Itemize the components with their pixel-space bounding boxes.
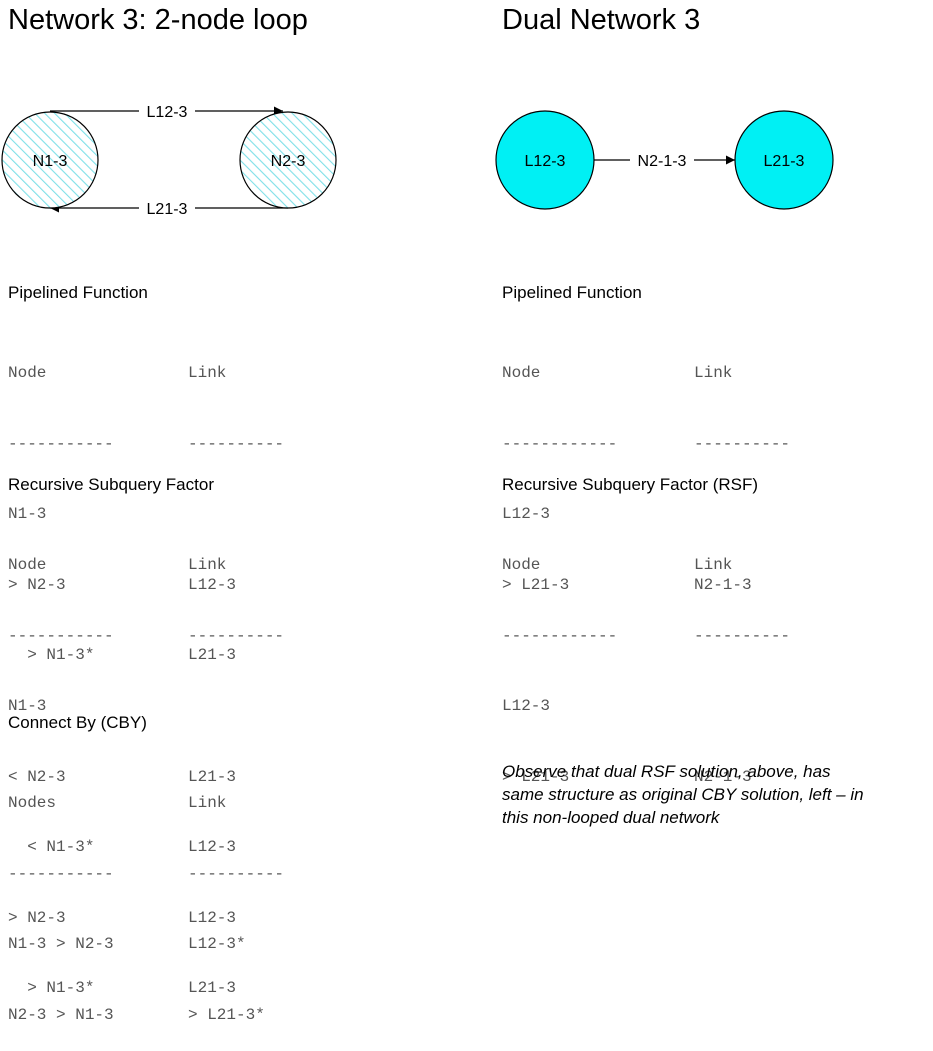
underline-link: ---------- [188, 864, 285, 883]
right-pipelined-table: Node Link ------------ ---------- L12-3 > … [502, 315, 790, 621]
cell-link: L12-3* [188, 935, 246, 953]
node-n1-label: N1-3 [33, 153, 68, 170]
cell-node: N1-3 [8, 505, 47, 523]
cell-link: N2-1-3 [694, 575, 752, 594]
table-row: > N2-3 L12-3 [8, 574, 284, 598]
right-rsf-heading: Recursive Subquery Factor (RSF) [502, 475, 759, 494]
underline-link: ---------- [694, 434, 791, 453]
cell-node: L12-3 [502, 505, 551, 523]
left-cby-table: Nodes Link ----------- ---------- N1-3 > N… [8, 745, 284, 1051]
table-row: L12-3 [502, 503, 790, 527]
cell-link: N2-1-3 [694, 767, 752, 786]
underline-node: ----------- [8, 864, 114, 883]
header-link: Link [188, 794, 227, 812]
table-row: < N2-3 L21-3 [8, 766, 284, 790]
link-n2-1-label-bg [630, 150, 694, 170]
link-l21-label: L21-3 [147, 201, 188, 218]
note-line: this non-looped dual network [502, 808, 720, 827]
node-n2-label: N2-3 [271, 153, 306, 170]
cell-node: < N2-3 [8, 767, 66, 786]
table-header-row: Node Link [502, 554, 790, 578]
table-row: N2-3 > N1-3 > L21-3* [8, 1004, 284, 1028]
header-node: Node [8, 556, 47, 574]
cell-link: L12-3 [188, 575, 237, 594]
cell-link: L21-3 [188, 767, 237, 786]
table-row: N1-3 [8, 503, 284, 527]
underline-node: ------------ [502, 626, 618, 645]
left-cby-heading: Connect By (CBY) [8, 713, 147, 732]
table-underline-row: ----------- ---------- [8, 863, 284, 887]
table-row: L12-3 [502, 695, 790, 719]
table-underline-row: ----------- ---------- [8, 433, 284, 457]
link-n2-1-label: N2-1-3 [638, 153, 687, 170]
cell-node: N1-3 > N2-3 [8, 935, 114, 953]
link-l12-label: L12-3 [147, 104, 188, 121]
header-node: Node [502, 556, 541, 574]
header-node: Nodes [8, 794, 57, 812]
underline-node: ----------- [8, 434, 114, 453]
underline-node: ----------- [8, 626, 114, 645]
dual-network: N2-1-3 L12-3 L21-3 [495, 110, 834, 210]
left-pipelined-table: Node Link ----------- ---------- N1-3 > N2… [8, 315, 284, 691]
right-pipelined-heading: Pipelined Function [502, 283, 642, 302]
node-l12-label: L12-3 [525, 153, 566, 170]
left-rsf-heading: Recursive Subquery Factor [8, 475, 214, 494]
table-row: N1-3 [8, 695, 284, 719]
cell-node: > L21-3 [502, 575, 570, 594]
table-row: N1-3 > N2-3 L12-3* [8, 933, 284, 957]
node-l12-circle [495, 110, 595, 210]
cell-node: N1-3 [8, 697, 47, 715]
header-link: Link [694, 364, 733, 382]
left-pipelined-heading: Pipelined Function [8, 283, 148, 302]
cell-node: > L21-3 [502, 767, 570, 786]
loop-network: L12-3 L21-3 N1-3 N2-3 [1, 100, 337, 218]
right-title: Dual Network 3 [502, 4, 701, 36]
observation-note: Observe that dual RSF solution, above, h… [502, 760, 864, 829]
underline-link: ---------- [188, 626, 285, 645]
header-link: Link [188, 364, 227, 382]
network-diagrams: L12-3 L21-3 N1-3 N2-3 N2-1-3 L12-3 L21-3 [1, 100, 834, 218]
link-l21-label-bg [139, 197, 195, 217]
cell-link: > L21-3* [188, 1005, 265, 1024]
underline-link: ---------- [188, 434, 285, 453]
cell-link: L21-3 [188, 646, 237, 664]
header-node: Node [8, 364, 47, 382]
underline-link: ---------- [694, 626, 791, 645]
node-n2-circle [239, 111, 337, 209]
node-l21-circle [734, 110, 834, 210]
table-header-row: Node Link [8, 362, 284, 386]
cell-node: L12-3 [502, 697, 551, 715]
table-header-row: Nodes Link [8, 792, 284, 816]
right-rsf-table: Node Link ------------ ---------- L12-3 > … [502, 507, 790, 813]
underline-node: ------------ [502, 434, 618, 453]
link-l12-label-bg [139, 100, 195, 120]
table-header-row: Node Link [502, 362, 790, 386]
header-link: Link [188, 556, 227, 574]
cell-node: N2-3 > N1-3 [8, 1005, 114, 1024]
table-underline-row: ----------- ---------- [8, 625, 284, 649]
left-title: Network 3: 2-node loop [8, 4, 308, 36]
node-l21-label: L21-3 [764, 153, 805, 170]
table-row: > N1-3* L21-3 [8, 644, 284, 668]
table-underline-row: ------------ ---------- [502, 625, 790, 649]
cell-node: > N1-3* [8, 646, 95, 664]
table-row: > L21-3 N2-1-3 [502, 766, 790, 790]
note-line: same structure as original CBY solution,… [502, 785, 864, 804]
table-header-row: Node Link [8, 554, 284, 578]
header-link: Link [694, 556, 733, 574]
node-n1-circle [1, 111, 99, 209]
cell-node: > N2-3 [8, 575, 66, 594]
table-row: > L21-3 N2-1-3 [502, 574, 790, 598]
note-line: Observe that dual RSF solution, above, h… [502, 762, 831, 781]
table-underline-row: ------------ ---------- [502, 433, 790, 457]
header-node: Node [502, 364, 541, 382]
